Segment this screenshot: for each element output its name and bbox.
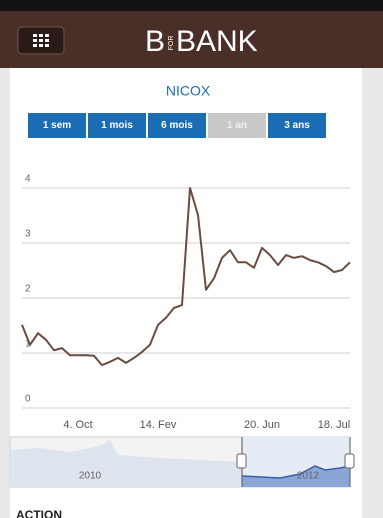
y-tick-label: 2 (25, 284, 31, 295)
period-button-label: 6 mois (161, 120, 193, 131)
navigator-year-label: 2010 (79, 471, 102, 482)
logo-b: B (145, 25, 165, 58)
section-heading: ACTION (16, 508, 62, 518)
period-button[interactable]: 1 mois (88, 113, 146, 138)
navigator-year-label: 2012 (297, 471, 320, 482)
status-bar (0, 0, 383, 11)
navigator-handle-right[interactable] (344, 453, 355, 469)
y-tick-label: 1 (25, 339, 31, 350)
logo-for: FOR (168, 36, 175, 51)
period-button-label: 3 ans (284, 120, 310, 131)
period-button[interactable]: 6 mois (148, 113, 206, 138)
period-button-bg (88, 113, 146, 138)
navigator-handle-left[interactable] (236, 453, 247, 469)
period-buttons: 1 sem 1 mois 6 mois 1 an 3 ans (28, 113, 326, 138)
logo-bank: BANK (176, 25, 258, 58)
period-button-label: 1 sem (43, 120, 71, 131)
y-tick-label: 3 (25, 229, 31, 240)
logo: B FOR BANK (145, 25, 258, 58)
period-button[interactable]: 1 sem (28, 113, 86, 138)
menu-icon (33, 34, 49, 47)
period-button-label: 1 mois (101, 120, 133, 131)
period-button-label: 1 an (227, 120, 247, 131)
period-button-bg (28, 113, 86, 138)
price-line (21, 187, 351, 367)
period-button-bg (148, 113, 206, 138)
price-chart: 0 1 2 3 4 4. Oct 14. Fev 20. Jun 18. Jul (21, 174, 351, 431)
period-button-bg (268, 113, 326, 138)
y-tick-label: 0 (25, 394, 31, 405)
menu-button[interactable] (17, 26, 65, 55)
period-button[interactable]: 3 ans (268, 113, 326, 138)
y-tick-label: 4 (25, 174, 31, 185)
navigator-area-selected (242, 466, 350, 487)
period-button-bg (208, 113, 266, 138)
x-tick-label: 20. Jun (244, 419, 280, 431)
x-tick-label: 4. Oct (63, 419, 92, 431)
navigator: 2010 2012 (9, 436, 355, 488)
x-tick-label: 18. Jul (318, 419, 350, 431)
period-button[interactable]: 1 an (208, 113, 266, 138)
stock-title: NICOX (166, 83, 211, 99)
navigator-line (241, 465, 351, 479)
x-tick-label: 14. Fev (140, 419, 177, 431)
navigator-area-history (10, 440, 242, 487)
